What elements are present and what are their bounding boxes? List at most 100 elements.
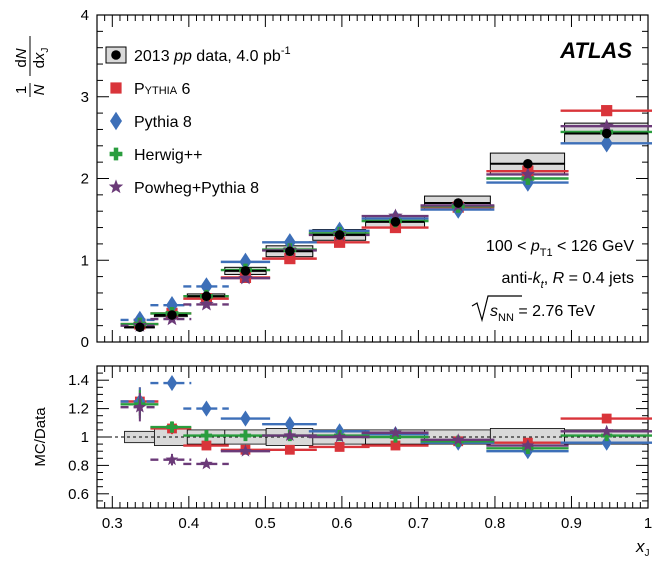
ann-part: p xyxy=(530,238,540,255)
legend-label: Herwig++ xyxy=(134,147,202,164)
ann-part: t xyxy=(541,279,545,291)
bottom-xtick-label: 0.3 xyxy=(102,515,123,532)
top-ytick-label: 1 xyxy=(81,252,89,269)
ratio-point xyxy=(200,429,213,442)
ratio-point xyxy=(601,413,612,424)
legend-marker xyxy=(109,147,123,161)
top-ytick-label: 3 xyxy=(81,89,89,106)
mc-point xyxy=(599,118,614,133)
ratio-point xyxy=(240,410,251,427)
bottom-ytick-label: 1.4 xyxy=(68,372,89,389)
bottom-ytick-label: 0.6 xyxy=(68,486,89,503)
ylabel-part: dN xyxy=(13,48,30,67)
data-point xyxy=(390,217,401,227)
legend-entry: Pythia 8 xyxy=(110,111,192,131)
bottom-ytick-label: 0.8 xyxy=(68,457,89,474)
jet-algo-label: anti-kt, R = 0.4 jets xyxy=(502,270,634,291)
top-ytick-label: 4 xyxy=(81,7,89,24)
labels: ATLAS 100 < pT1 < 126 GeV anti-kt, R = 0.4… xyxy=(13,36,650,559)
ann-part: R xyxy=(553,270,565,287)
ratio-point xyxy=(201,400,212,417)
bottom-xtick-label: 0.7 xyxy=(408,515,429,532)
legend-label: Powheg+Pythia 8 xyxy=(134,180,259,197)
legend-entry: Herwig++ xyxy=(109,147,202,164)
legend-marker xyxy=(111,50,121,60)
legend-label: Pythia 8 xyxy=(134,114,192,131)
xlabel-part: J xyxy=(645,548,650,558)
ylabel-part: dxJ xyxy=(31,48,51,69)
mc-point xyxy=(283,233,296,252)
ratio-point xyxy=(601,429,613,442)
legend-text-part: 2013 xyxy=(134,48,174,65)
bottom-panel: 0.6 0.8 1 1.2 1.4 0.3 0.4 0.5 0.6 0.7 0.8 0.9 1 xyxy=(68,365,652,532)
sqrt-sign xyxy=(471,295,522,323)
legend-text-part: YTHIA xyxy=(145,85,178,97)
bottom-xtick-label: 1 xyxy=(644,515,652,532)
ratio-point xyxy=(239,429,252,442)
ratio-point xyxy=(601,434,612,451)
ratio-point xyxy=(521,438,535,451)
ratio-point xyxy=(284,444,295,455)
legend-text-part: pp xyxy=(173,48,192,65)
ann-part: = 2.76 TeV xyxy=(514,303,595,320)
ylabel-part: 1 xyxy=(13,86,30,94)
ratio-point xyxy=(201,440,212,451)
ann-part: NN xyxy=(498,312,514,324)
ann-part: s xyxy=(490,303,498,320)
bottom-ytick-label: 1.2 xyxy=(68,401,89,418)
mc-point xyxy=(165,296,178,315)
data-point xyxy=(240,266,251,276)
mc-point xyxy=(521,172,535,185)
legend-entry: 2013 pp data, 4.0 pb-1 xyxy=(105,45,291,65)
ann-part: anti- xyxy=(502,270,533,287)
ratio-point xyxy=(389,431,402,443)
ratio-point xyxy=(284,416,296,433)
data-point xyxy=(135,322,145,333)
ratio-point xyxy=(451,433,465,446)
data-point xyxy=(334,230,345,240)
data-point xyxy=(167,310,177,320)
mc-point xyxy=(200,277,213,296)
bottom-xlabel: xJ xyxy=(635,537,650,558)
legend-marker xyxy=(110,111,122,131)
mc-point xyxy=(239,252,252,272)
mc-point xyxy=(601,105,613,117)
energy-label: sNN = 2.76 TeV xyxy=(490,303,595,324)
ylabel-sub: J xyxy=(40,48,51,53)
ratio-point xyxy=(283,428,297,441)
ratio-point xyxy=(389,426,402,439)
atlas-label: ATLAS xyxy=(559,38,632,63)
ratio-point xyxy=(166,421,178,433)
bottom-xtick-label: 0.9 xyxy=(561,515,582,532)
bottom-xtick-label: 0.6 xyxy=(331,515,352,532)
bottom-ylabel: MC/Data xyxy=(32,407,49,467)
mc-point xyxy=(238,270,253,285)
legend-text-part: P xyxy=(134,81,145,98)
legend-label: PYTHIA 6 xyxy=(134,81,191,98)
legend-text-part: data, 4.0 pb xyxy=(192,48,281,65)
ratio-point xyxy=(166,374,178,392)
data-point xyxy=(453,198,464,208)
legend-text-part: -1 xyxy=(281,45,291,57)
legend-label: 2013 pp data, 4.0 pb-1 xyxy=(134,45,291,65)
ann-part: k xyxy=(533,270,542,287)
bottom-xtick-label: 0.8 xyxy=(485,515,506,532)
bottom-xtick-label: 0.5 xyxy=(255,515,276,532)
ann-part: 100 < xyxy=(486,238,531,255)
ratio-point xyxy=(334,442,345,452)
data-point xyxy=(523,158,533,169)
mc-point xyxy=(284,253,296,265)
ratio-point xyxy=(165,453,179,466)
top-panel: 0 1 2 3 4 xyxy=(81,7,652,351)
top-ytick-label: 2 xyxy=(81,171,89,188)
ratio-point xyxy=(390,440,401,451)
ann-part: < 126 GeV xyxy=(553,238,635,255)
ylabel-sub: d xyxy=(31,60,48,68)
bottom-xtick-label: 0.4 xyxy=(178,515,199,532)
legend-marker xyxy=(108,179,124,194)
data-point xyxy=(285,246,295,257)
data-point xyxy=(201,291,212,302)
